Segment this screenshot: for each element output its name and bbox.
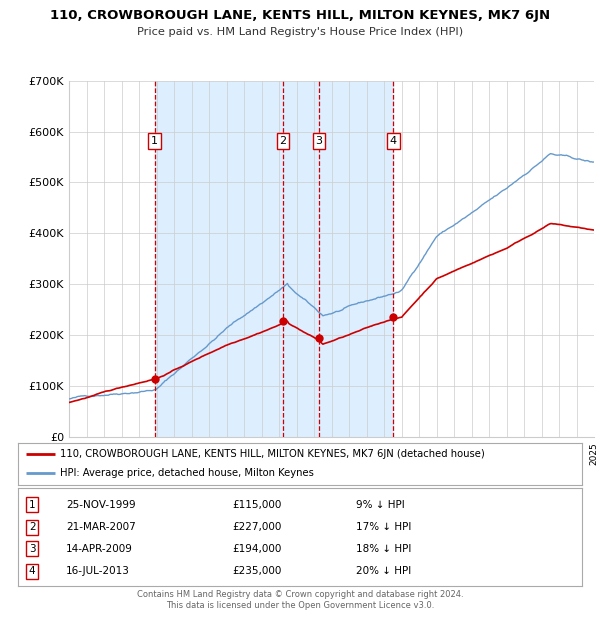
Text: 1: 1	[29, 500, 35, 510]
Text: Price paid vs. HM Land Registry's House Price Index (HPI): Price paid vs. HM Land Registry's House …	[137, 27, 463, 37]
Text: 20% ↓ HPI: 20% ↓ HPI	[356, 566, 412, 576]
Text: 16-JUL-2013: 16-JUL-2013	[66, 566, 130, 576]
Text: 4: 4	[390, 136, 397, 146]
Text: 9% ↓ HPI: 9% ↓ HPI	[356, 500, 405, 510]
Text: 3: 3	[316, 136, 322, 146]
Text: £194,000: £194,000	[232, 544, 281, 554]
Bar	[155, 81, 283, 437]
Text: 110, CROWBOROUGH LANE, KENTS HILL, MILTON KEYNES, MK7 6JN (detached house): 110, CROWBOROUGH LANE, KENTS HILL, MILTO…	[60, 449, 485, 459]
Text: 18% ↓ HPI: 18% ↓ HPI	[356, 544, 412, 554]
Bar	[283, 81, 319, 437]
Text: 25-NOV-1999: 25-NOV-1999	[66, 500, 136, 510]
Text: 17% ↓ HPI: 17% ↓ HPI	[356, 522, 412, 532]
Text: £115,000: £115,000	[232, 500, 281, 510]
Text: 21-MAR-2007: 21-MAR-2007	[66, 522, 136, 532]
Text: 1: 1	[151, 136, 158, 146]
Text: £235,000: £235,000	[232, 566, 281, 576]
Bar	[319, 81, 394, 437]
Text: 2: 2	[29, 522, 35, 532]
Text: 110, CROWBOROUGH LANE, KENTS HILL, MILTON KEYNES, MK7 6JN: 110, CROWBOROUGH LANE, KENTS HILL, MILTO…	[50, 9, 550, 22]
Text: 2: 2	[279, 136, 286, 146]
Text: Contains HM Land Registry data © Crown copyright and database right 2024.
This d: Contains HM Land Registry data © Crown c…	[137, 590, 463, 609]
Text: 14-APR-2009: 14-APR-2009	[66, 544, 133, 554]
Text: £227,000: £227,000	[232, 522, 281, 532]
Text: 4: 4	[29, 566, 35, 576]
Text: HPI: Average price, detached house, Milton Keynes: HPI: Average price, detached house, Milt…	[60, 469, 314, 479]
Text: 3: 3	[29, 544, 35, 554]
